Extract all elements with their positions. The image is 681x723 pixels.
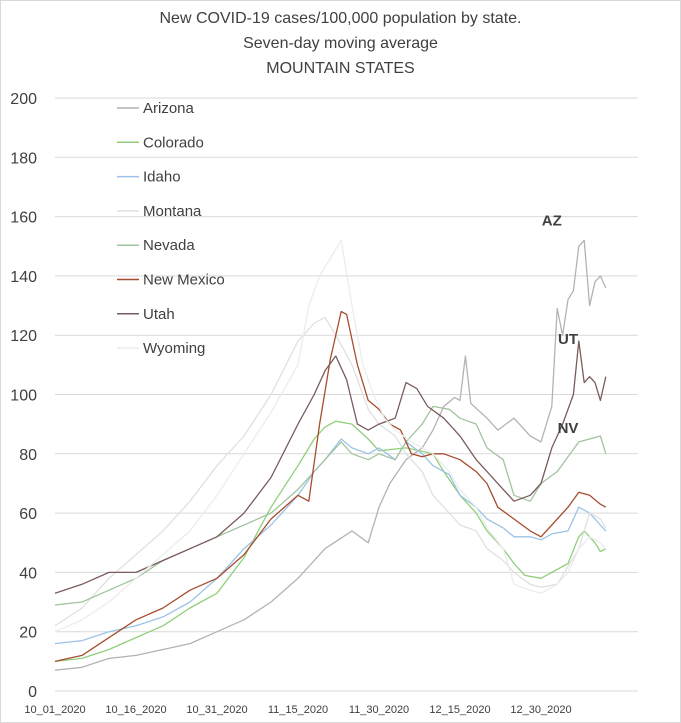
- y-tick-label-0: 0: [28, 684, 37, 701]
- series-line-wyoming: [54, 239, 607, 633]
- y-tick-label-20: 20: [19, 625, 37, 642]
- series-line-idaho: [54, 438, 607, 645]
- series-line-colorado: [54, 420, 607, 663]
- x-tick-label-45: 11_15_2020: [268, 704, 328, 716]
- x-tick-label-75: 12_15_2020: [429, 704, 490, 716]
- legend-label-7: Wyoming: [143, 340, 205, 357]
- chart-title-line-1: New COVID-19 cases/100,000 population by…: [159, 10, 522, 27]
- y-tick-label-160: 160: [10, 210, 37, 227]
- y-tick-label-60: 60: [19, 506, 37, 523]
- y-tick-label-100: 100: [10, 388, 37, 405]
- chart-title-line-3: MOUNTAIN STATES: [266, 60, 415, 77]
- annotation-ut: UT: [558, 331, 578, 348]
- legend-label-5: New Mexico: [143, 272, 225, 289]
- x-tick-label-60: 11_30_2020: [349, 704, 409, 716]
- x-tick-label-0: 10_01_2020: [24, 704, 85, 716]
- legend-label-3: Montana: [143, 203, 202, 220]
- annotation-nv: NV: [558, 420, 579, 437]
- x-tick-label-15: 10_16_2020: [105, 704, 166, 716]
- annotation-az: AZ: [542, 212, 562, 229]
- legend-label-4: Nevada: [143, 237, 195, 254]
- y-tick-label-180: 180: [10, 150, 37, 167]
- y-tick-label-80: 80: [19, 447, 37, 464]
- legend-label-0: Arizona: [143, 100, 195, 117]
- legend-label-1: Colorado: [143, 134, 204, 151]
- series-line-nevada: [54, 405, 607, 606]
- x-tick-label-30: 10_31_2020: [186, 704, 247, 716]
- x-tick-label-90: 12_30_2020: [510, 704, 571, 716]
- chart-title-line-2: Seven-day moving average: [243, 35, 438, 52]
- y-tick-label-40: 40: [19, 565, 37, 582]
- series-line-arizona: [54, 239, 607, 671]
- y-tick-label-120: 120: [10, 328, 37, 345]
- y-tick-label-200: 200: [10, 91, 37, 108]
- y-tick-label-140: 140: [10, 269, 37, 286]
- legend-label-6: Utah: [143, 306, 175, 323]
- legend-label-2: Idaho: [143, 169, 181, 186]
- series-line-utah: [54, 340, 607, 594]
- series-line-montana: [54, 316, 607, 627]
